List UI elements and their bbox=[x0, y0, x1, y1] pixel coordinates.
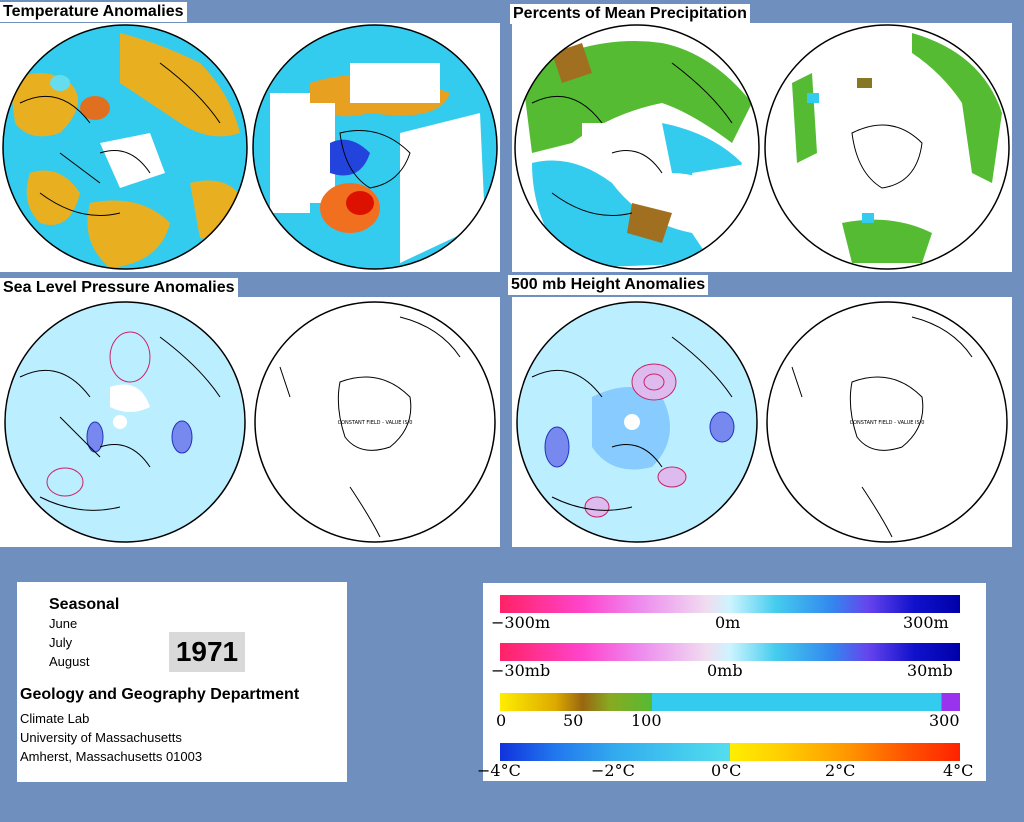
height-label-zero: 0m bbox=[715, 613, 741, 632]
address-line-1: Climate Lab bbox=[20, 711, 90, 726]
temperature-label-2: 2°C bbox=[825, 761, 856, 780]
precip-label-300: 300 bbox=[929, 711, 960, 730]
pressure-label-min: −30mb bbox=[491, 661, 551, 680]
pressure-colorbar bbox=[500, 643, 960, 661]
legend-box: −300m 0m 300m −30mb 0mb 30mb 0 50 100 30… bbox=[477, 583, 986, 781]
temperature-label-m4: −4°C bbox=[477, 761, 521, 780]
year-display: 1971 bbox=[169, 632, 245, 672]
precipitation-title: Percents of Mean Precipitation bbox=[510, 4, 750, 24]
month-june: June bbox=[49, 616, 78, 631]
seasonal-label: Seasonal bbox=[49, 596, 120, 613]
temperature-panel bbox=[0, 23, 500, 272]
height500-title: 500 mb Height Anomalies bbox=[508, 275, 709, 295]
precip-colorbar bbox=[500, 693, 960, 711]
precip-label-50: 50 bbox=[563, 711, 584, 730]
height500-panel: CONSTANT FIELD - VALUE IS 0 bbox=[512, 297, 1012, 547]
precipitation-sh-map bbox=[764, 24, 1010, 270]
precip-label-100: 100 bbox=[631, 711, 662, 730]
temperature-nh-map bbox=[2, 24, 248, 270]
temperature-colorbar bbox=[500, 743, 960, 761]
height-colorbar bbox=[500, 595, 960, 613]
height-label-min: −300m bbox=[491, 613, 551, 632]
temperature-sh-map bbox=[252, 24, 498, 270]
precipitation-panel bbox=[512, 23, 1012, 272]
department-name: Geology and Geography Department bbox=[20, 686, 300, 703]
slp-nh-map bbox=[4, 301, 246, 543]
height500-nh-map bbox=[516, 301, 758, 543]
height-label-max: 300m bbox=[903, 613, 949, 632]
precip-label-0: 0 bbox=[496, 711, 507, 730]
temperature-title: Temperature Anomalies bbox=[0, 2, 187, 22]
slp-sh-map: CONSTANT FIELD - VALUE IS 0 bbox=[254, 301, 496, 543]
temperature-label-m2: −2°C bbox=[591, 761, 635, 780]
address-line-2: University of Massachusetts bbox=[20, 730, 182, 745]
slp-constant-note: CONSTANT FIELD - VALUE IS 0 bbox=[338, 420, 413, 426]
address-line-3: Amherst, Massachusetts 01003 bbox=[20, 749, 203, 764]
month-august: August bbox=[49, 654, 90, 669]
temperature-label-4: 4°C bbox=[943, 761, 974, 780]
info-box: Seasonal June July August 1971 Geology a… bbox=[17, 582, 347, 782]
slp-panel: CONSTANT FIELD - VALUE IS 0 bbox=[0, 297, 500, 547]
temperature-label-0: 0°C bbox=[711, 761, 742, 780]
height500-sh-map: CONSTANT FIELD - VALUE IS 0 bbox=[766, 301, 1008, 543]
height500-constant-note: CONSTANT FIELD - VALUE IS 0 bbox=[850, 420, 925, 426]
precipitation-nh-map bbox=[514, 24, 760, 270]
pressure-label-zero: 0mb bbox=[707, 661, 743, 680]
month-july: July bbox=[49, 635, 73, 650]
pressure-label-max: 30mb bbox=[907, 661, 953, 680]
slp-title: Sea Level Pressure Anomalies bbox=[0, 278, 238, 298]
